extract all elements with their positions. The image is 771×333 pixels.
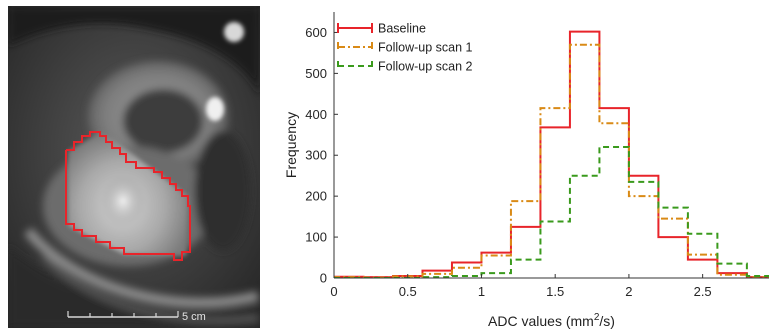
- legend-label: Follow-up scan 2: [378, 60, 473, 74]
- mri-image: 5 cm: [8, 6, 260, 328]
- y-tick-label: 400: [305, 107, 327, 122]
- y-tick-label: 600: [305, 25, 327, 40]
- x-tick-label: 0.5: [399, 284, 417, 299]
- legend: Baseline Follow-up scan 1 Follow-up scan 2: [337, 22, 473, 74]
- scale-bar-label: 5 cm: [182, 311, 206, 323]
- y-tick-label: 200: [305, 189, 327, 204]
- x-tick-label: 1: [478, 284, 485, 299]
- series-2-histogram: [334, 43, 769, 278]
- y-tick-label: 0: [320, 271, 327, 286]
- roi-outline: [65, 131, 191, 261]
- x-tick-label: 2.5: [694, 284, 712, 299]
- y-tick-label: 500: [305, 66, 327, 81]
- x-tick-label: 2: [625, 284, 632, 299]
- legend-label: Baseline: [378, 22, 426, 36]
- y-tick-label: 300: [305, 148, 327, 163]
- series-3-histogram: [334, 146, 769, 278]
- x-tick-label: 1.5: [546, 284, 564, 299]
- adc-histogram-chart: 0 0.5 1 1.5 2 2.5 0 100 200 300 400 500 600 Frequenc…: [283, 12, 769, 329]
- legend-label: Follow-up scan 1: [378, 41, 473, 55]
- x-axis-label: ADC values (mm2/s): [488, 312, 615, 329]
- y-axis-label: Frequency: [283, 112, 299, 178]
- y-tick-label: 100: [305, 230, 327, 245]
- x-tick-label: 0: [330, 284, 337, 299]
- scale-bar: [67, 311, 179, 318]
